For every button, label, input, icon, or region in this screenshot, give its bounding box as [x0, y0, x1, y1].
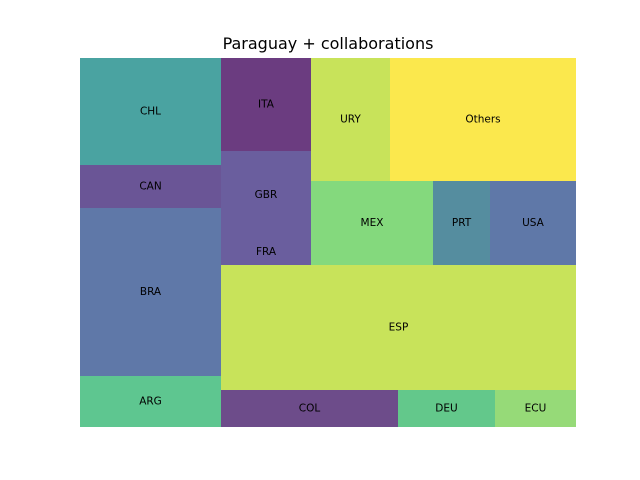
treemap-cell-col: [221, 390, 398, 427]
treemap-cell-prt: [433, 181, 490, 265]
treemap-cell-mex: [311, 181, 433, 265]
treemap-cell-usa: [490, 181, 576, 265]
treemap-label-deu: DEU: [435, 403, 457, 415]
treemap-label-fra: FRA: [256, 246, 277, 258]
treemap-cell-esp: [221, 265, 576, 390]
treemap-cell-arg: [80, 376, 221, 427]
treemap-label-arg: ARG: [139, 396, 162, 408]
treemap-label-ecu: ECU: [525, 403, 547, 415]
treemap-cell-gbr: [221, 151, 311, 239]
treemap-cell-ita: [221, 58, 311, 151]
treemap-label-col: COL: [299, 403, 321, 415]
treemap-label-can: CAN: [139, 181, 161, 193]
treemap-cell-ecu: [495, 390, 576, 427]
treemap-label-ury: URY: [340, 114, 361, 126]
treemap-label-esp: ESP: [389, 322, 409, 334]
treemap-label-usa: USA: [522, 217, 545, 229]
treemap-label-bra: BRA: [140, 286, 162, 298]
treemap-label-ita: ITA: [258, 99, 275, 111]
treemap-cell-ury: [311, 58, 390, 181]
treemap-cell-others: [390, 58, 576, 181]
treemap-cell-deu: [398, 390, 495, 427]
treemap-label-chl: CHL: [140, 106, 161, 118]
treemap-cell-chl: [80, 58, 221, 165]
treemap-cell-can: [80, 165, 221, 208]
treemap-label-gbr: GBR: [255, 189, 278, 201]
treemap-label-mex: MEX: [361, 217, 384, 229]
treemap-label-prt: PRT: [452, 217, 472, 229]
treemap-cell-fra: [221, 239, 311, 265]
treemap-cells: CHL CAN BRA ARG ITA GBR FRA URY Others MEX PRT USA E…: [80, 58, 576, 427]
treemap-cell-bra: [80, 208, 221, 376]
chart-title: Paraguay + collaborations: [223, 34, 434, 53]
treemap-label-others: Others: [465, 114, 500, 126]
